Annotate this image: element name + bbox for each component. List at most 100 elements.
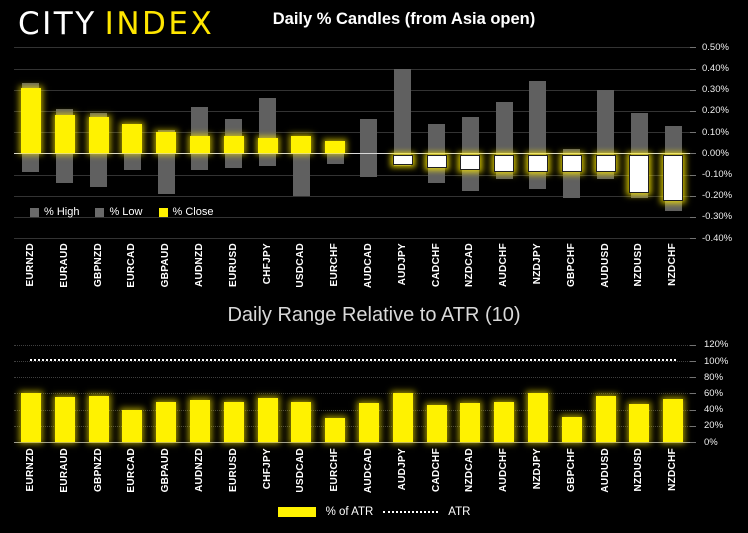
gridline [14, 238, 690, 240]
y-axis-tick [690, 361, 696, 362]
USDCAD-atr-bar [291, 401, 312, 442]
AUDCAD-atr-bar [358, 403, 379, 442]
AUDCAD-low-bar [360, 153, 378, 177]
USDCAD-close-bar [291, 136, 312, 154]
EURNZD-low-bar [22, 153, 40, 173]
gridline [14, 174, 690, 176]
x-label-EURUSD: EURUSD [227, 243, 239, 288]
gridline [14, 216, 690, 218]
x-label-USDCAD-atr: USDCAD [295, 448, 307, 493]
candles-chart-legend: % High % Low % Close [30, 206, 213, 218]
gridline [14, 195, 690, 197]
AUDUSD-close-bar [595, 154, 616, 172]
AUDNZD-low-bar [191, 153, 209, 171]
AUDJPY-atr-bar [392, 393, 413, 442]
x-label-CADCHF: CADCHF [430, 243, 442, 288]
y-axis-tick [690, 110, 696, 112]
legend-low-label: % Low [109, 206, 143, 218]
NZDUSD-atr-bar [629, 403, 650, 442]
x-label-EURCAD-atr: EURCAD [126, 448, 138, 493]
x-label-GBPNZD: GBPNZD [92, 243, 104, 288]
y-tick-label--0.40%: -0.40% [702, 232, 733, 244]
legend-item-close: % Close [158, 206, 213, 218]
close-swatch-icon [158, 207, 168, 217]
AUDUSD-high-bar [597, 89, 614, 154]
AUDCAD-high-bar [360, 119, 378, 154]
y-tick-label-0.50%: 0.50% [702, 41, 729, 53]
x-label-NZDCHF: NZDCHF [667, 243, 679, 286]
candles-chart-title: Daily % Candles (from Asia open) [272, 10, 536, 28]
x-label-AUDUSD: AUDUSD [599, 243, 611, 288]
y-axis-tick [690, 442, 696, 443]
EURCHF-atr-bar [325, 417, 346, 442]
gridline [14, 361, 690, 362]
x-label-NZDCAD: NZDCAD [464, 243, 476, 288]
AUDJPY-high-bar [394, 68, 412, 154]
GBPAUD-atr-bar [156, 401, 177, 442]
y-axis-tick [690, 216, 696, 218]
legend-high-label: % High [44, 206, 80, 218]
gridline [14, 393, 690, 395]
y-tick-label-20%: 20% [704, 420, 724, 432]
x-label-EURUSD-atr: EURUSD [227, 448, 239, 493]
y-tick-label-100%: 100% [704, 355, 729, 367]
USDCAD-low-bar [292, 153, 310, 196]
x-label-AUDJPY-atr: AUDJPY [396, 448, 408, 491]
NZDCHF-atr-bar [663, 399, 684, 442]
y-axis-tick [690, 47, 696, 49]
AUDCHF-high-bar [495, 102, 513, 154]
EURNZD-atr-bar [20, 392, 41, 442]
y-axis-tick [690, 174, 696, 176]
GBPNZD-close-bar [88, 117, 109, 154]
y-tick-label--0.20%: -0.20% [702, 190, 733, 202]
y-tick-label-120%: 120% [704, 339, 729, 351]
gridline [14, 89, 690, 91]
x-label-EURCAD: EURCAD [126, 243, 138, 288]
NZDCHF-close-bar [663, 154, 684, 202]
x-label-GBPCHF: GBPCHF [565, 243, 577, 288]
EURUSD-close-bar [223, 136, 244, 154]
x-label-CHFJPY-atr: CHFJPY [261, 448, 273, 490]
AUDUSD-atr-bar [595, 395, 616, 442]
GBPNZD-low-bar [90, 153, 107, 188]
CADCHF-close-bar [426, 154, 447, 168]
x-label-EURAUD-atr: EURAUD [58, 448, 70, 493]
GBPAUD-low-bar [157, 153, 175, 194]
city-index-logo: CITY INDEX [18, 6, 214, 42]
x-label-NZDUSD-atr: NZDUSD [633, 448, 645, 492]
NZDCAD-close-bar [460, 154, 481, 170]
AUDCHF-close-bar [494, 154, 515, 172]
y-axis-tick [690, 153, 696, 155]
EURCAD-atr-bar [122, 409, 143, 442]
NZDJPY-high-bar [529, 81, 547, 154]
EURUSD-low-bar [225, 153, 243, 169]
x-label-NZDJPY-atr: NZDJPY [531, 448, 543, 490]
atr-chart-title: Daily Range Relative to ATR (10) [227, 304, 521, 326]
x-label-GBPAUD-atr: GBPAUD [160, 448, 172, 493]
NZDCAD-high-bar [461, 117, 479, 154]
NZDUSD-high-bar [630, 113, 648, 154]
x-label-CADCHF-atr: CADCHF [430, 448, 442, 493]
CHFJPY-atr-bar [257, 398, 278, 442]
NZDJPY-close-bar [527, 154, 548, 172]
legend-item-high: % High [30, 206, 79, 218]
AUDNZD-close-bar [189, 136, 210, 154]
x-label-AUDUSD-atr: AUDUSD [599, 448, 611, 493]
y-axis-tick [690, 393, 696, 395]
EURCHF-close-bar [325, 140, 346, 154]
EURCAD-close-bar [122, 123, 143, 154]
y-tick-label-0.00%: 0.00% [702, 147, 729, 159]
y-tick-label-0.30%: 0.30% [702, 84, 729, 96]
x-label-AUDCAD-atr: AUDCAD [362, 448, 374, 494]
y-axis-tick [690, 409, 696, 411]
y-tick-label-80%: 80% [704, 371, 724, 383]
EURCAD-low-bar [123, 153, 141, 171]
y-axis-tick [690, 195, 696, 197]
GBPCHF-high-bar [563, 149, 581, 154]
CADCHF-high-bar [428, 123, 445, 154]
AUDCHF-atr-bar [494, 401, 515, 442]
y-axis-tick [690, 425, 696, 427]
EURCHF-low-bar [326, 153, 344, 164]
x-label-GBPNZD-atr: GBPNZD [92, 448, 104, 493]
NZDJPY-atr-bar [527, 392, 548, 442]
